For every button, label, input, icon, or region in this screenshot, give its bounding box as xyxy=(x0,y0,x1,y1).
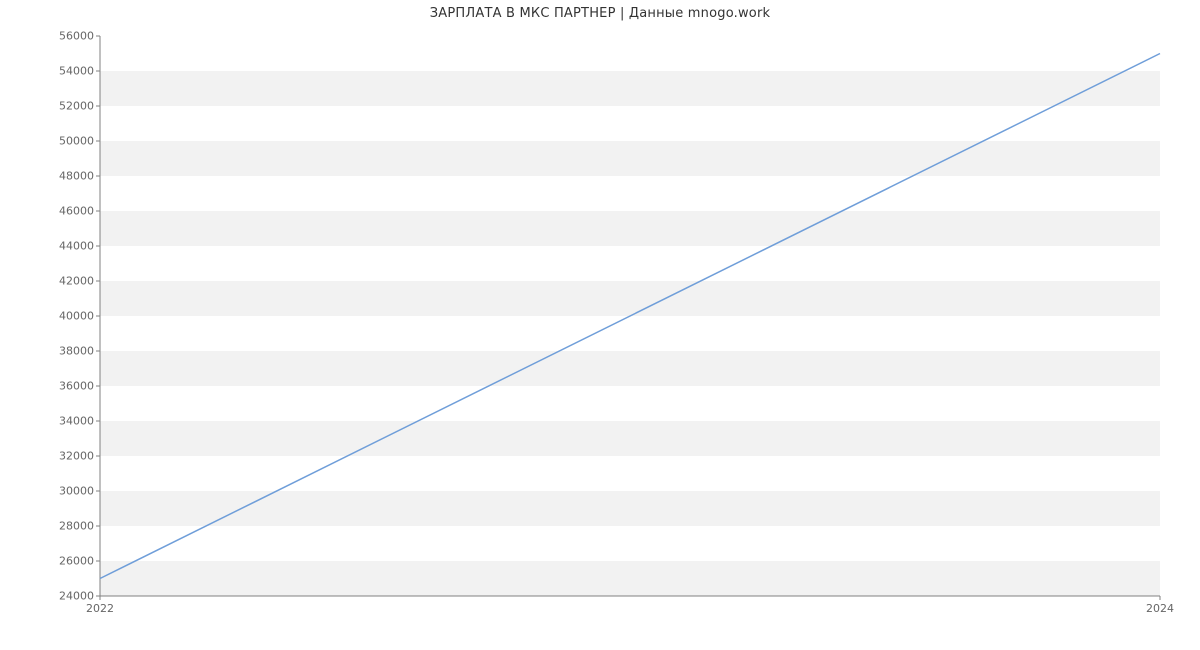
y-tick-label: 24000 xyxy=(59,590,94,603)
y-tick-label: 36000 xyxy=(59,380,94,393)
y-tick-label: 40000 xyxy=(59,310,94,323)
y-tick-label: 28000 xyxy=(59,520,94,533)
x-tick-label: 2022 xyxy=(86,602,114,615)
y-tick-label: 44000 xyxy=(59,240,94,253)
y-tick-label: 38000 xyxy=(59,345,94,358)
y-tick-label: 32000 xyxy=(59,450,94,463)
y-tick-label: 46000 xyxy=(59,205,94,218)
y-tick-label: 54000 xyxy=(59,65,94,78)
x-tick-label: 2024 xyxy=(1146,602,1174,615)
plot-area: 2400026000280003000032000340003600038000… xyxy=(100,36,1160,596)
series-line-salary xyxy=(100,54,1160,579)
y-tick-label: 34000 xyxy=(59,415,94,428)
chart-title: ЗАРПЛАТА В МКС ПАРТНЕР | Данные mnogo.wo… xyxy=(0,6,1200,21)
y-tick-label: 52000 xyxy=(59,100,94,113)
y-tick-label: 26000 xyxy=(59,555,94,568)
y-tick-label: 50000 xyxy=(59,135,94,148)
y-tick-label: 48000 xyxy=(59,170,94,183)
salary-line-chart: ЗАРПЛАТА В МКС ПАРТНЕР | Данные mnogo.wo… xyxy=(0,0,1200,650)
y-tick-label: 30000 xyxy=(59,485,94,498)
y-tick-label: 42000 xyxy=(59,275,94,288)
series-layer xyxy=(100,36,1160,596)
y-tick-label: 56000 xyxy=(59,30,94,43)
